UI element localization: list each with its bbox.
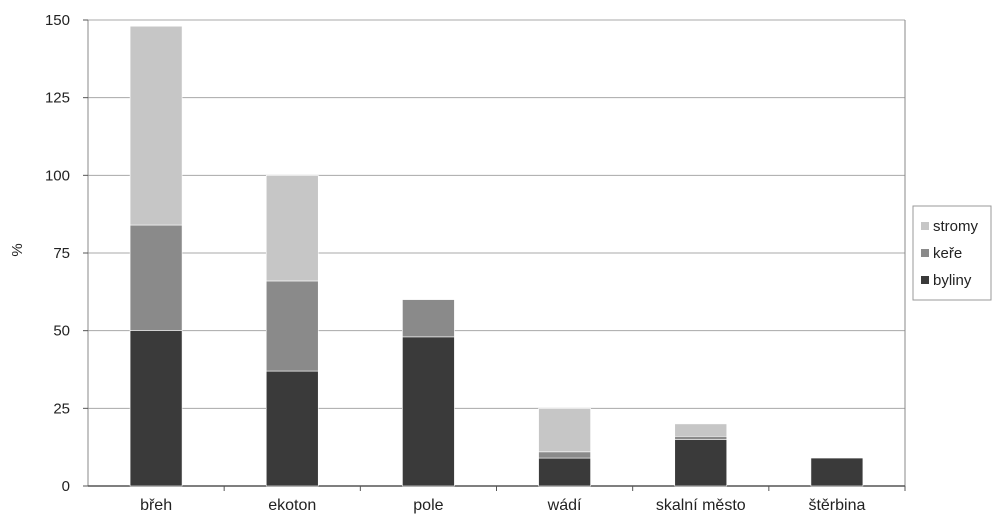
bar-stromy-0 bbox=[129, 25, 183, 226]
bar-keře-4 bbox=[674, 435, 728, 440]
x-axis-categories: břeh ekoton pole wádí skalní město štěrbina bbox=[140, 486, 906, 514]
bar-keře-0 bbox=[129, 224, 183, 331]
bar-byliny-1 bbox=[265, 370, 319, 487]
bar-keře-3 bbox=[538, 451, 591, 459]
bar-stromy-3 bbox=[538, 408, 591, 453]
x-category-label: štěrbina bbox=[808, 497, 865, 514]
y-tick-label: 75 bbox=[53, 245, 70, 262]
legend-label-keře: keře bbox=[933, 245, 962, 262]
legend: stromy keře byliny bbox=[912, 205, 992, 301]
x-category-label: ekoton bbox=[268, 497, 316, 514]
bar-stromy-4 bbox=[674, 423, 728, 437]
bar-byliny-2 bbox=[402, 336, 455, 487]
bar-keře-1 bbox=[265, 280, 319, 372]
x-category-label: wádí bbox=[547, 497, 582, 514]
x-category-label: břeh bbox=[140, 497, 172, 514]
legend-swatch-stromy bbox=[921, 222, 929, 230]
legend-swatch-keře bbox=[921, 249, 929, 257]
y-axis-label: % bbox=[9, 243, 26, 256]
bar-byliny-0 bbox=[129, 330, 183, 487]
bar-stromy-1 bbox=[265, 175, 319, 282]
y-tick-label: 100 bbox=[45, 167, 70, 184]
legend-label-stromy: stromy bbox=[933, 218, 979, 235]
y-tick-label: 50 bbox=[53, 323, 70, 340]
bar-byliny-4 bbox=[674, 439, 728, 487]
y-tick-label: 150 bbox=[45, 12, 70, 29]
legend-label-byliny: byliny bbox=[933, 272, 972, 289]
y-tick-label: 25 bbox=[53, 400, 70, 417]
bar-byliny-3 bbox=[538, 457, 591, 487]
x-category-label: pole bbox=[413, 497, 443, 514]
y-tick-label: 0 bbox=[62, 478, 70, 495]
bar-byliny-5 bbox=[810, 457, 864, 487]
legend-swatch-byliny bbox=[921, 276, 929, 284]
y-tick-label: 125 bbox=[45, 90, 70, 107]
bar-keře-2 bbox=[402, 299, 455, 338]
x-category-label: skalní město bbox=[656, 497, 746, 514]
bars bbox=[129, 25, 864, 487]
gridlines bbox=[88, 19, 905, 487]
y-axis-ticks: 0 25 50 75 100 125 150 bbox=[45, 12, 88, 495]
